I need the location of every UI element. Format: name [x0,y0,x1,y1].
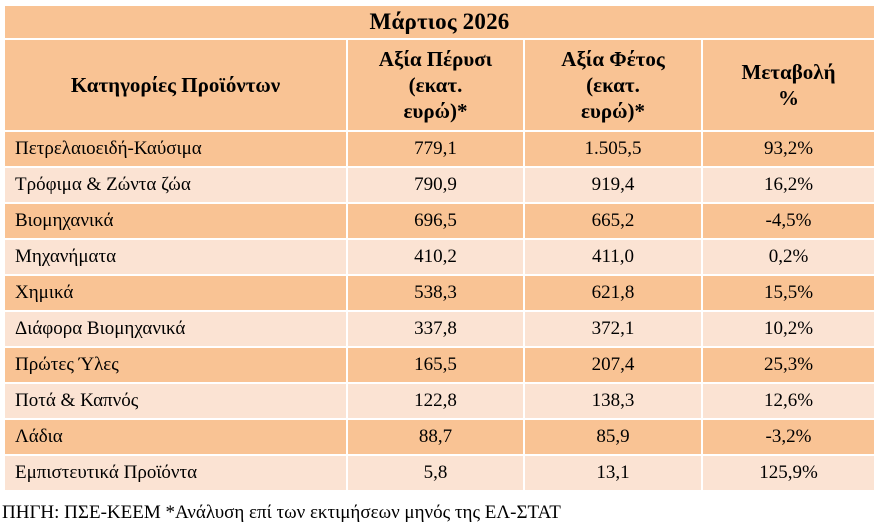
category-cell: Ποτά & Καπνός [5,384,346,418]
header-this-year-line-2: (εκατ. [586,73,640,97]
category-cell: Μηχανήματα [5,240,346,274]
table-row: Βιομηχανικά 696,5 665,2 -4,5% [5,204,875,238]
header-change-line-1: Μεταβολή [741,60,836,84]
last-year-cell: 696,5 [348,204,523,238]
last-year-cell: 122,8 [348,384,523,418]
table-row: Εμπιστευτικά Προϊόντα 5,8 13,1 125,9% [5,456,875,490]
change-cell: -3,2% [703,420,875,454]
category-cell: Λάδια [5,420,346,454]
this-year-cell: 207,4 [525,348,701,382]
this-year-cell: 411,0 [525,240,701,274]
this-year-cell: 13,1 [525,456,701,490]
header-last-year: Αξία Πέρυσι (εκατ. ευρώ)* [348,40,523,130]
last-year-cell: 538,3 [348,276,523,310]
source-note: ΠΗΓΗ: ΠΣΕ-ΚΕΕΜ *Ανάλυση επί των εκτιμήσε… [2,502,561,523]
this-year-cell: 621,8 [525,276,701,310]
last-year-cell: 165,5 [348,348,523,382]
table-title-row: Μάρτιος 2026 [5,6,875,38]
table-row: Χημικά 538,3 621,8 15,5% [5,276,875,310]
table-row: Τρόφιμα & Ζώντα ζώα 790,9 919,4 16,2% [5,168,875,202]
category-cell: Τρόφιμα & Ζώντα ζώα [5,168,346,202]
exports-table: Μάρτιος 2026 Κατηγορίες Προϊόντων Αξία Π… [3,4,876,492]
table-row: Πρώτες Ύλες 165,5 207,4 25,3% [5,348,875,382]
category-cell: Πρώτες Ύλες [5,348,346,382]
change-cell: 125,9% [703,456,875,490]
this-year-cell: 665,2 [525,204,701,238]
header-this-year-line-3: ευρώ)* [581,99,645,123]
change-cell: 10,2% [703,312,875,346]
header-change: Μεταβολή % [703,40,875,130]
category-cell: Διάφορα Βιομηχανικά [5,312,346,346]
header-this-year-line-1: Αξία Φέτος [561,47,665,71]
header-this-year: Αξία Φέτος (εκατ. ευρώ)* [525,40,701,130]
table-row: Λάδια 88,7 85,9 -3,2% [5,420,875,454]
this-year-cell: 1.505,5 [525,132,701,166]
last-year-cell: 88,7 [348,420,523,454]
this-year-cell: 138,3 [525,384,701,418]
table-title: Μάρτιος 2026 [5,6,875,38]
category-cell: Βιομηχανικά [5,204,346,238]
last-year-cell: 5,8 [348,456,523,490]
header-change-line-2: % [778,86,799,110]
table-row: Μηχανήματα 410,2 411,0 0,2% [5,240,875,274]
change-cell: 25,3% [703,348,875,382]
table-row: Πετρελαιοειδή-Καύσιμα 779,1 1.505,5 93,2… [5,132,875,166]
category-cell: Εμπιστευτικά Προϊόντα [5,456,346,490]
exports-table-container: Μάρτιος 2026 Κατηγορίες Προϊόντων Αξία Π… [3,4,876,492]
last-year-cell: 410,2 [348,240,523,274]
this-year-cell: 919,4 [525,168,701,202]
change-cell: 12,6% [703,384,875,418]
table-row: Ποτά & Καπνός 122,8 138,3 12,6% [5,384,875,418]
header-last-year-line-3: ευρώ)* [403,99,468,123]
change-cell: 16,2% [703,168,875,202]
this-year-cell: 85,9 [525,420,701,454]
last-year-cell: 337,8 [348,312,523,346]
category-cell: Χημικά [5,276,346,310]
category-cell: Πετρελαιοειδή-Καύσιμα [5,132,346,166]
change-cell: 0,2% [703,240,875,274]
header-category: Κατηγορίες Προϊόντων [5,40,346,130]
change-cell: 93,2% [703,132,875,166]
table-header-row: Κατηγορίες Προϊόντων Αξία Πέρυσι (εκατ. … [5,40,875,130]
last-year-cell: 790,9 [348,168,523,202]
change-cell: -4,5% [703,204,875,238]
table-row: Διάφορα Βιομηχανικά 337,8 372,1 10,2% [5,312,875,346]
this-year-cell: 372,1 [525,312,701,346]
header-last-year-line-1: Αξία Πέρυσι [378,47,493,71]
change-cell: 15,5% [703,276,875,310]
last-year-cell: 779,1 [348,132,523,166]
header-last-year-line-2: (εκατ. [408,73,463,97]
